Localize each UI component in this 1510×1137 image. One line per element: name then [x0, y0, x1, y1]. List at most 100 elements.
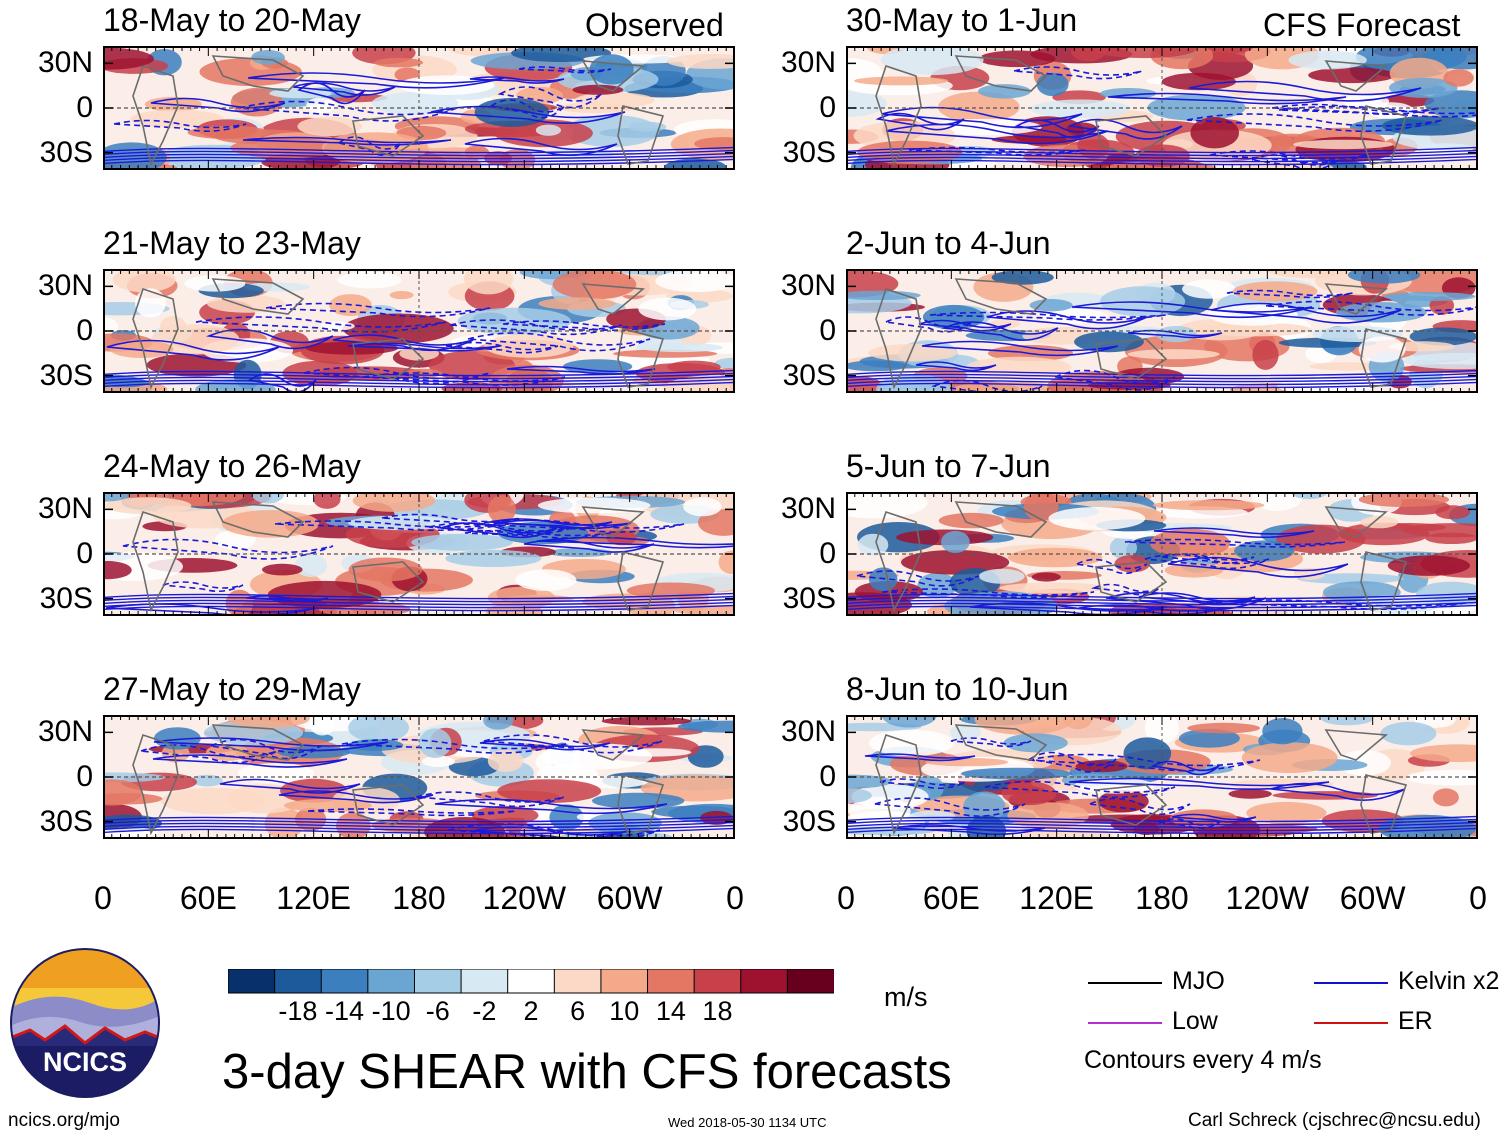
shear-cell — [225, 589, 254, 616]
shear-cell — [699, 810, 733, 825]
shear-cell — [1152, 500, 1265, 511]
shear-cell — [562, 359, 633, 374]
kelvin-contour — [103, 149, 735, 157]
footer-url[interactable]: ncics.org/mjo — [8, 1110, 120, 1131]
panel-title: 5-Jun to 7-Jun — [846, 448, 1051, 484]
kelvin-contour — [846, 378, 1478, 386]
colorbar-swatch — [786, 969, 834, 994]
shear-map-panel — [103, 46, 735, 170]
shear-cell — [1424, 90, 1478, 119]
shear-cell — [1232, 281, 1318, 302]
kelvin-contour — [113, 119, 247, 132]
kelvin-contour — [103, 155, 735, 163]
kelvin-contour — [238, 100, 458, 122]
colorbar-label: 18 — [702, 996, 733, 1026]
logo-text: NCICS — [43, 1047, 127, 1077]
kelvin-contour — [1067, 118, 1183, 140]
coastline — [875, 733, 922, 836]
kelvin-contour — [297, 82, 366, 105]
legend-label: Kelvin x2 — [1398, 967, 1500, 995]
coastline — [211, 724, 305, 761]
kelvin-contour — [1186, 113, 1444, 132]
shear-cell — [1308, 67, 1396, 84]
colorbar-label: 6 — [570, 996, 586, 1026]
colorbar-swatch — [274, 969, 323, 994]
kelvin-contour — [856, 570, 980, 587]
ncics-logo: NCICS — [10, 948, 160, 1098]
shear-cell — [638, 297, 697, 321]
kelvin-contour — [103, 372, 735, 380]
lon-tick-label: 120E — [1019, 880, 1095, 916]
shear-cell — [846, 787, 872, 804]
coastline — [1095, 561, 1168, 603]
shear-cell — [103, 492, 131, 502]
shear-cell — [374, 57, 423, 68]
shear-cell — [1443, 69, 1474, 87]
coastline — [954, 278, 1048, 315]
legend-label: ER — [1398, 1007, 1433, 1035]
lat-tick-label: 30N — [37, 715, 93, 749]
shear-cell — [601, 716, 692, 726]
shear-cell — [151, 324, 240, 355]
lat-tick-label: 0 — [76, 91, 93, 124]
shear-cell — [1190, 117, 1239, 149]
shear-cell — [104, 497, 192, 515]
observed-label: Observed — [585, 7, 724, 43]
shear-cell — [221, 510, 320, 538]
kelvin-contour — [536, 536, 735, 549]
kelvin-contour — [381, 513, 521, 526]
coastline — [132, 287, 179, 390]
shear-cell — [961, 767, 1073, 780]
kelvin-contour — [195, 316, 447, 333]
kelvin-contour — [103, 595, 735, 603]
coastline — [1360, 328, 1408, 388]
kelvin-contour — [106, 339, 280, 361]
colorbar-label: -18 — [278, 996, 318, 1026]
shear-cell — [419, 728, 452, 758]
coastline — [954, 724, 1048, 761]
legend-line — [1088, 982, 1162, 984]
shear-cell — [371, 91, 459, 115]
coastline — [132, 510, 179, 613]
kelvin-contour — [103, 815, 735, 823]
shear-cell — [1155, 326, 1197, 343]
colorbar-swatch — [367, 969, 416, 994]
kelvin-contour — [1188, 80, 1422, 102]
lon-tick-label: 0 — [94, 880, 112, 916]
shear-cell — [973, 778, 1009, 791]
shear-cell — [483, 715, 514, 730]
kelvin-contour — [265, 302, 491, 318]
coastline — [581, 283, 646, 315]
shear-cell — [1198, 322, 1312, 337]
shear-cell — [428, 350, 515, 381]
kelvin-contour — [469, 76, 565, 84]
kelvin-contour — [846, 595, 1478, 603]
shear-cell — [846, 492, 928, 519]
lat-tick-label: 30S — [782, 358, 836, 392]
kelvin-contour — [1071, 301, 1313, 319]
lat-tick-label: 0 — [819, 91, 836, 124]
shear-cell — [667, 360, 721, 374]
shear-cell — [1207, 303, 1298, 326]
kelvin-contour — [1013, 66, 1143, 80]
coastline — [1095, 115, 1168, 157]
lat-tick-label: 30N — [780, 269, 836, 303]
units-label: m/s — [884, 982, 928, 1012]
shear-cell — [1435, 505, 1471, 520]
lat-tick-label: 0 — [76, 314, 93, 347]
shear-cell — [547, 548, 613, 557]
panel-title: 18-May to 20-May — [103, 2, 361, 38]
kelvin-contour — [929, 311, 1167, 321]
lon-tick-label: 180 — [1135, 880, 1189, 916]
lon-tick-label: 60E — [179, 880, 237, 916]
kelvin-contour — [846, 601, 1478, 609]
kelvin-contour — [875, 112, 965, 131]
colorbar-swatch — [740, 969, 789, 994]
shear-cell — [487, 586, 556, 609]
lat-tick-label: 30S — [39, 581, 93, 615]
shear-cell — [881, 715, 937, 728]
kelvin-contour — [307, 808, 517, 817]
panel-title: 30-May to 1-Jun — [846, 2, 1078, 38]
kelvin-contour — [1027, 753, 1261, 772]
coastline — [1095, 784, 1168, 826]
